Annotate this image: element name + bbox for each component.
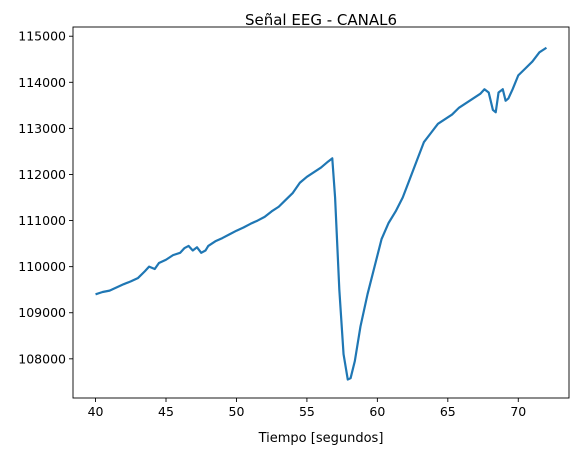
y-tick-label: 109000: [18, 305, 66, 320]
y-tick-label: 115000: [18, 29, 66, 44]
y-tick-label: 113000: [18, 121, 66, 136]
x-tick-label: 60: [369, 404, 385, 419]
x-axis-ticks: 40 45 50 55 60 65 70: [88, 398, 526, 419]
x-tick-label: 45: [158, 404, 174, 419]
x-tick-label: 70: [510, 404, 526, 419]
y-axis-ticks: 108000 109000 110000 111000 112000 113000 1140…: [18, 29, 73, 366]
plot-area: [73, 27, 569, 398]
x-tick-label: 55: [299, 404, 315, 419]
y-tick-label: 108000: [18, 351, 66, 366]
series-line-0: [95, 46, 548, 381]
x-tick-label: 50: [229, 404, 245, 419]
y-tick-label: 111000: [18, 213, 66, 228]
series-layer: [95, 46, 548, 381]
x-tick-label: 40: [88, 404, 104, 419]
y-tick-label: 110000: [18, 259, 66, 274]
chart-title: Señal EEG - CANAL6: [245, 11, 397, 29]
plot-frame: [72, 26, 570, 399]
y-tick-label: 112000: [18, 167, 66, 182]
y-tick-label: 114000: [18, 75, 66, 90]
x-axis-title: Tiempo [segundos]: [258, 431, 384, 446]
x-tick-label: 65: [440, 404, 456, 419]
